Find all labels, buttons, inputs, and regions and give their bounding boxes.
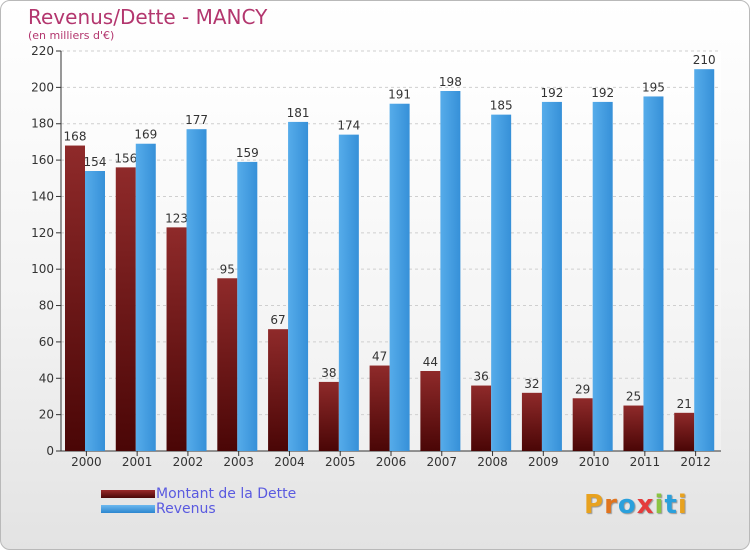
bar-dette xyxy=(572,398,593,451)
data-label: 159 xyxy=(236,146,259,160)
data-label: 169 xyxy=(134,128,157,142)
bar-revenus xyxy=(694,69,715,451)
bar-dette xyxy=(369,365,390,451)
y-tick-label: 200 xyxy=(31,80,54,94)
data-label: 174 xyxy=(337,119,360,133)
bar-revenus xyxy=(338,134,359,452)
bar-revenus xyxy=(186,129,207,451)
bar-dette xyxy=(521,392,542,451)
x-tick-label: 2002 xyxy=(173,455,204,469)
x-tick-label: 2009 xyxy=(528,455,559,469)
logo-letter: i xyxy=(654,490,665,520)
y-tick-label: 60 xyxy=(39,335,54,349)
x-tick-label: 2000 xyxy=(71,455,102,469)
y-tick-label: 120 xyxy=(31,226,54,240)
data-label: 192 xyxy=(540,86,563,100)
x-tick-label: 2010 xyxy=(579,455,610,469)
x-tick-label: 2006 xyxy=(376,455,407,469)
bar-dette xyxy=(674,412,695,451)
bar-dette xyxy=(623,405,644,451)
x-tick-label: 2005 xyxy=(325,455,356,469)
data-label: 47 xyxy=(372,350,387,364)
data-label: 210 xyxy=(693,53,716,67)
logo-letter: o xyxy=(617,490,637,520)
x-tick-label: 2011 xyxy=(630,455,661,469)
legend-label-dette: Montant de la Dette xyxy=(156,486,297,502)
y-tick-label: 40 xyxy=(39,371,54,385)
chart-subtitle: (en milliers d'€) xyxy=(28,29,115,42)
bar-revenus xyxy=(643,96,664,452)
logo-letter: t xyxy=(664,490,678,520)
data-label: 156 xyxy=(114,151,137,165)
x-tick-label: 2012 xyxy=(680,455,711,469)
logo-letter: P xyxy=(584,490,605,520)
bar-revenus xyxy=(288,121,309,451)
data-label: 36 xyxy=(474,370,489,384)
chart-title: Revenus/Dette - MANCY xyxy=(28,5,268,29)
bar-dette xyxy=(420,371,441,451)
bar-revenus xyxy=(85,171,105,451)
x-tick-label: 2003 xyxy=(223,455,254,469)
data-label: 32 xyxy=(524,377,539,391)
data-label: 29 xyxy=(575,382,590,396)
data-label: 123 xyxy=(165,211,188,225)
y-tick-label: 100 xyxy=(31,262,54,276)
data-label: 181 xyxy=(287,106,310,120)
logo-letter: r xyxy=(604,490,618,520)
data-label: 195 xyxy=(642,80,665,94)
data-label: 21 xyxy=(677,397,692,411)
y-tick-label: 180 xyxy=(31,117,54,131)
x-tick-label: 2001 xyxy=(122,455,153,469)
data-label: 67 xyxy=(270,313,285,327)
data-label: 38 xyxy=(321,366,336,380)
bar-dette xyxy=(217,278,238,451)
proxiti-logo: Proxiti xyxy=(584,490,688,520)
x-tick-label: 2008 xyxy=(477,455,508,469)
bar-revenus xyxy=(440,91,461,451)
data-label: 95 xyxy=(220,262,235,276)
data-label: 191 xyxy=(388,88,411,102)
data-label: 177 xyxy=(185,113,208,127)
x-tick-label: 2007 xyxy=(426,455,457,469)
logo-letter: i xyxy=(677,490,688,520)
data-label: 168 xyxy=(64,130,87,144)
bar-dette xyxy=(471,385,492,451)
data-label: 25 xyxy=(626,390,641,404)
legend-label-revenus: Revenus xyxy=(156,501,216,517)
bar-dette xyxy=(166,227,187,451)
data-label: 198 xyxy=(439,75,462,89)
bar-dette xyxy=(65,145,85,451)
data-label: 44 xyxy=(423,355,438,369)
bar-dette xyxy=(318,381,339,451)
bar-revenus xyxy=(389,103,410,452)
x-tick-label: 2004 xyxy=(274,455,305,469)
bar-dette xyxy=(268,329,289,451)
y-tick-label: 160 xyxy=(31,153,54,167)
data-label: 185 xyxy=(490,99,513,113)
data-label: 154 xyxy=(84,155,107,169)
bar-revenus xyxy=(135,143,156,451)
bar-dette xyxy=(115,167,136,451)
y-tick-label: 220 xyxy=(31,44,54,58)
legend-swatch-revenus xyxy=(101,505,155,513)
y-tick-label: 140 xyxy=(31,189,54,203)
y-tick-label: 0 xyxy=(46,444,54,458)
data-label: 192 xyxy=(591,86,614,100)
logo-letter: x xyxy=(636,490,655,520)
legend-swatch-dette xyxy=(101,490,155,498)
y-tick-label: 80 xyxy=(39,299,54,313)
y-tick-label: 20 xyxy=(39,408,54,422)
bar-revenus xyxy=(237,161,258,451)
bar-revenus xyxy=(541,101,562,451)
bar-revenus xyxy=(592,101,613,451)
bar-revenus xyxy=(491,114,512,452)
